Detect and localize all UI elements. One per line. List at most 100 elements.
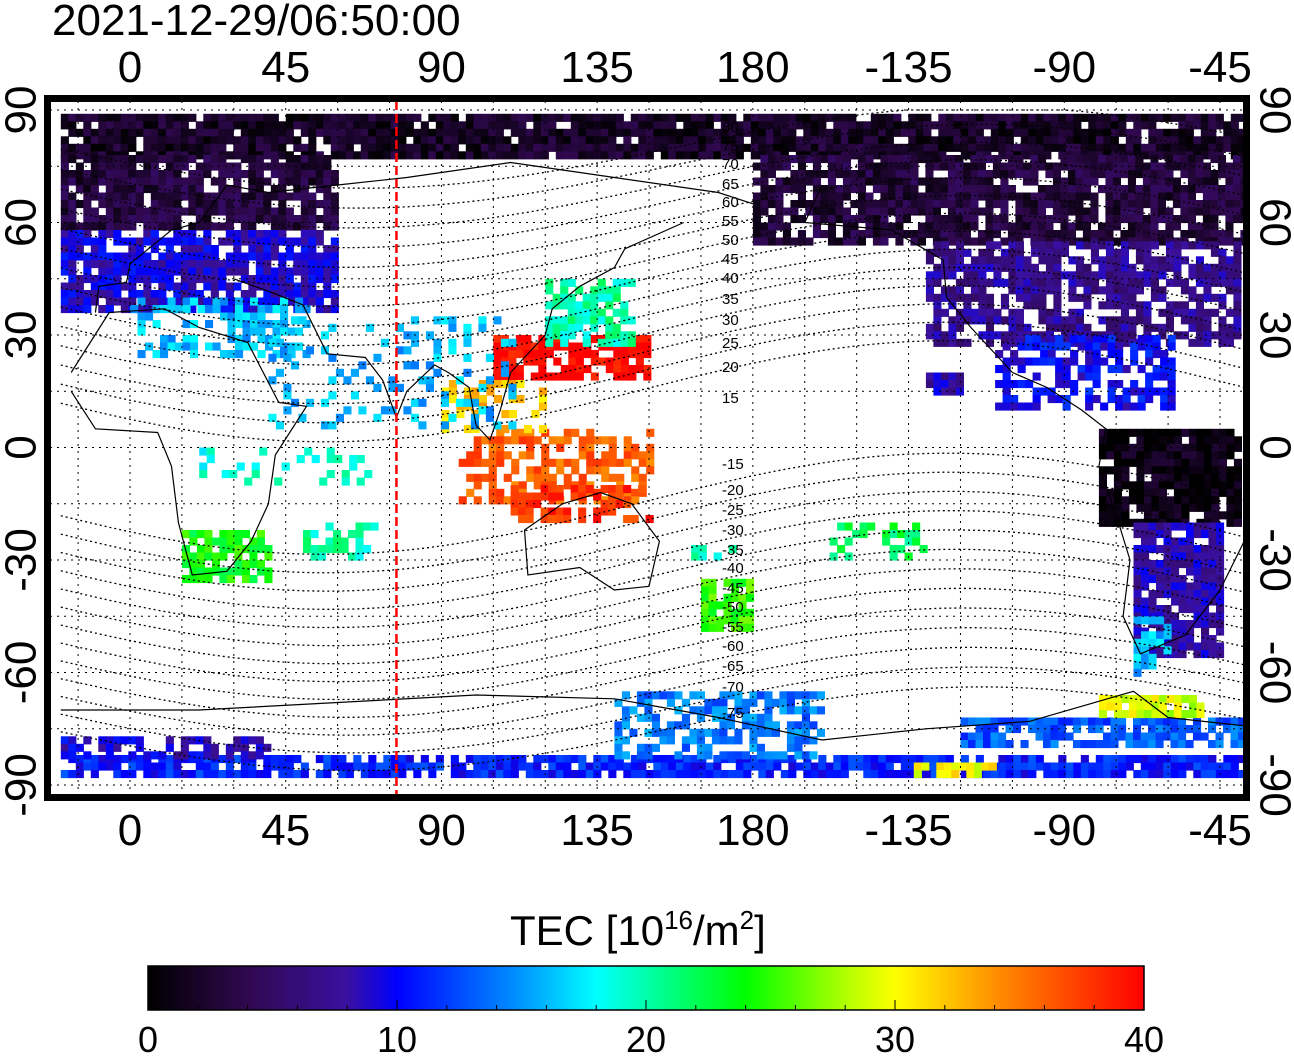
tec-cell <box>1172 185 1181 194</box>
tec-cell <box>644 751 653 760</box>
tec-cell <box>330 121 339 130</box>
tec-cell <box>203 260 212 269</box>
tec-cell <box>488 143 497 152</box>
tec-cell <box>977 170 986 179</box>
tec-cell <box>1000 316 1009 325</box>
tec-cell <box>955 308 964 317</box>
tec-cell <box>1188 263 1197 272</box>
tec-cell <box>1158 466 1167 475</box>
tec-cell <box>1270 178 1278 186</box>
tec-cell <box>83 751 92 760</box>
tec-cell <box>701 578 710 587</box>
tec-cell <box>790 207 799 216</box>
tec-cell <box>259 447 268 456</box>
tec-cell <box>1200 128 1209 137</box>
tec-cell <box>1203 323 1212 332</box>
tec-cell <box>298 316 307 325</box>
tec-cell <box>1068 271 1077 280</box>
tec-cell <box>1098 286 1107 295</box>
tec-cell <box>263 113 272 122</box>
tec-cell <box>523 425 532 434</box>
tec-cell <box>1218 511 1227 520</box>
tec-cell <box>1217 155 1226 164</box>
tec-cell <box>1075 316 1084 325</box>
tec-cell <box>1172 192 1181 201</box>
tec-cell <box>150 192 159 201</box>
tec-cell <box>1008 248 1017 257</box>
tec-cell <box>1080 755 1089 764</box>
tec-cell <box>120 143 129 152</box>
tec-cell <box>1203 331 1212 340</box>
tec-cell <box>473 755 482 764</box>
tec-cell <box>1121 518 1130 527</box>
tec-cell <box>1133 717 1142 726</box>
tec-cell <box>955 230 964 239</box>
tec-cell <box>1223 121 1232 130</box>
tec-cell <box>1113 443 1122 452</box>
tec-cell <box>1163 136 1172 145</box>
tec-cell <box>343 406 352 415</box>
tec-cell <box>315 128 324 137</box>
tec-cell <box>728 151 737 160</box>
tec-cell <box>985 278 994 287</box>
tec-cell <box>593 113 602 122</box>
tec-cell <box>188 136 197 145</box>
tec-cell <box>636 743 645 752</box>
tec-cell <box>1203 338 1212 347</box>
tec-cell <box>850 215 859 224</box>
tec-cell <box>801 721 810 730</box>
tec-cell <box>225 297 234 306</box>
tec-cell <box>305 346 314 355</box>
tec-cell <box>1090 177 1099 186</box>
tec-cell <box>420 128 429 137</box>
tec-cell <box>1208 121 1217 130</box>
tec-cell <box>827 237 836 246</box>
tec-cell <box>493 421 502 430</box>
tec-cell <box>803 128 812 137</box>
tec-cell <box>833 143 842 152</box>
tec-cell <box>925 293 934 302</box>
tec-cell <box>75 185 84 194</box>
tec-cell <box>330 170 339 179</box>
tec-cell <box>775 222 784 231</box>
tec-cell <box>1120 248 1129 257</box>
tec-cell <box>240 305 249 314</box>
tec-cell <box>731 586 740 595</box>
tec-cell <box>1145 335 1154 344</box>
tec-cell <box>510 113 519 122</box>
tec-cell <box>545 350 554 359</box>
tec-cell <box>242 342 251 351</box>
tec-cell <box>458 151 467 160</box>
tec-cell <box>353 755 362 764</box>
tec-cell <box>433 346 442 355</box>
tec-cell <box>932 192 941 201</box>
tec-cell <box>356 455 365 464</box>
tec-cell <box>646 458 655 467</box>
tec-cell <box>629 728 638 737</box>
tec-cell <box>270 207 279 216</box>
tec-cell <box>743 121 752 130</box>
tec-cell <box>1145 342 1154 351</box>
tec-cell <box>218 155 227 164</box>
tec-cell <box>681 743 690 752</box>
tec-cell <box>716 623 725 632</box>
tec-cell <box>218 237 227 246</box>
tec-cell <box>575 323 584 332</box>
tec-cell <box>250 327 259 336</box>
tec-cell <box>1103 770 1112 779</box>
tec-cell <box>1020 151 1029 160</box>
tec-cell <box>1230 770 1239 779</box>
tec-cell <box>1158 443 1167 452</box>
tec-cell <box>113 177 122 186</box>
tec-cell <box>1013 128 1022 137</box>
tec-cell <box>643 342 652 351</box>
tec-cell <box>1172 222 1181 231</box>
tec-cell <box>189 537 198 546</box>
tec-cell <box>455 398 464 407</box>
tec-cell <box>705 143 714 152</box>
tec-cell <box>623 436 632 445</box>
tec-cell <box>973 770 982 779</box>
tec-cell <box>333 545 342 554</box>
tec-cell <box>143 155 152 164</box>
tec-cell <box>1185 113 1194 122</box>
